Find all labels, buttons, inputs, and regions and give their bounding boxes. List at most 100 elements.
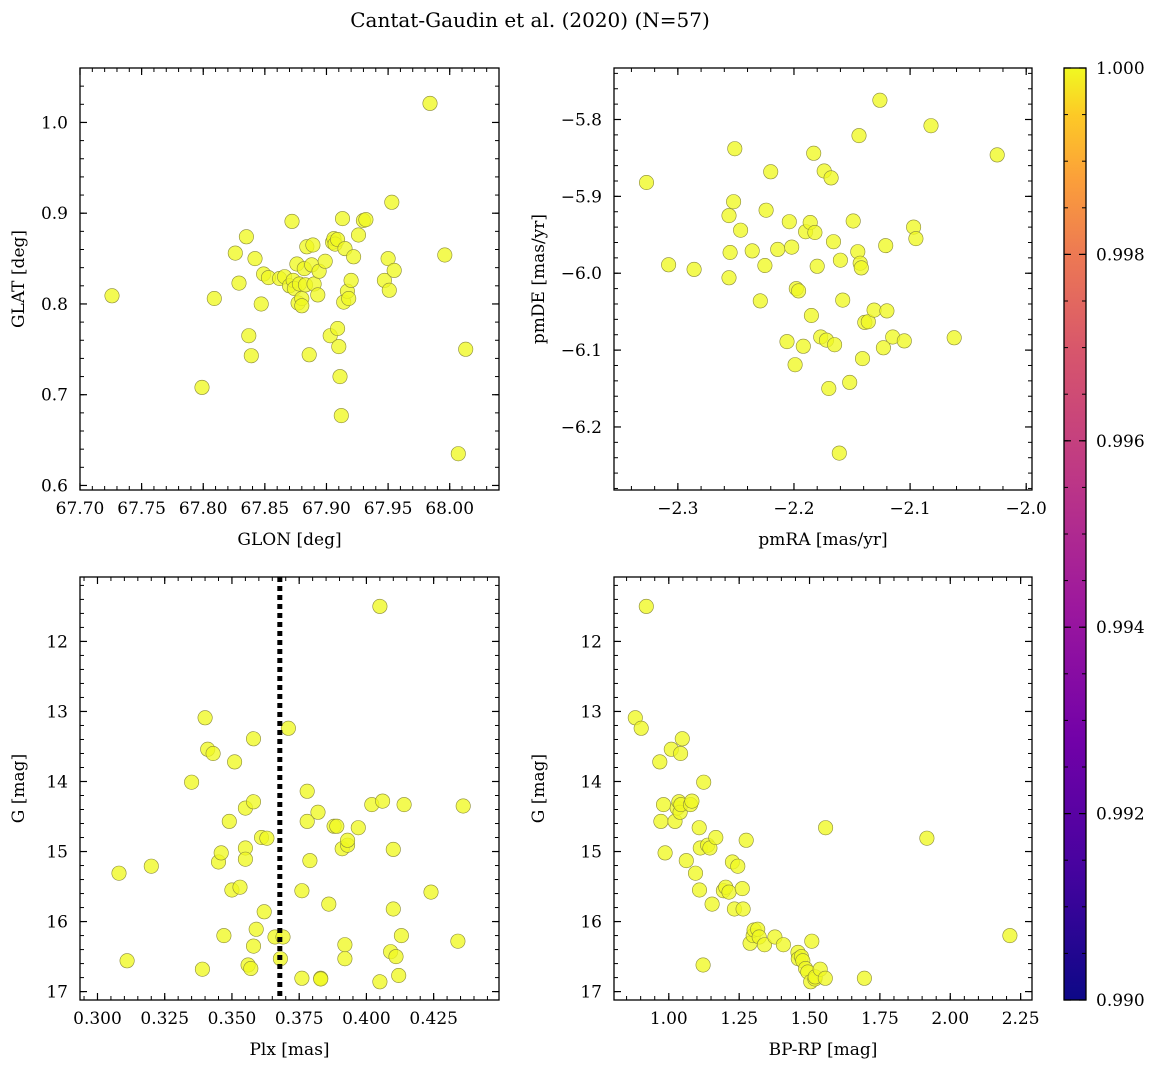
x-tick-label: −2.1 (889, 499, 930, 519)
data-point (375, 793, 391, 809)
data-point (896, 333, 912, 349)
x-axis-label: pmRA [mas/yr] (758, 530, 887, 550)
data-point (337, 951, 353, 967)
scatter-points (104, 95, 474, 462)
data-point (437, 247, 453, 263)
data-point (730, 858, 746, 874)
data-point (305, 237, 321, 253)
x-tick-label: 67.80 (179, 499, 228, 519)
data-point (878, 238, 894, 254)
x-axis-label: Plx [mas] (249, 1040, 329, 1060)
scatter-points (638, 92, 1005, 461)
data-point (657, 845, 673, 861)
data-point (721, 208, 737, 224)
data-point (310, 804, 326, 820)
data-point (946, 330, 962, 346)
data-point (341, 290, 357, 306)
data-point (704, 896, 720, 912)
data-point (450, 933, 466, 949)
data-point (757, 257, 773, 273)
data-point (795, 338, 811, 354)
colorbar-tick-label: 0.990 (1096, 991, 1145, 1011)
data-point (381, 282, 397, 298)
data-point (809, 258, 825, 274)
data-point (391, 967, 407, 983)
data-point (804, 933, 820, 949)
data-point (866, 302, 882, 318)
data-point (653, 813, 669, 829)
y-tick-label: 0.6 (41, 476, 68, 496)
x-tick-label: 67.70 (56, 499, 105, 519)
data-point (721, 270, 737, 286)
x-tick-label: 1.00 (650, 1009, 688, 1029)
data-point (299, 783, 315, 799)
data-point (384, 194, 400, 210)
data-point (758, 202, 774, 218)
y-tick-label: 13 (580, 702, 602, 722)
data-point (241, 328, 257, 344)
panel-plx-gmag: 0.300 0.325 0.350 0.375 0.400 0.425 12 13 14 15 16… (9, 576, 500, 1060)
data-point (721, 884, 737, 900)
data-point (686, 261, 702, 277)
x-tick-label: 67.90 (302, 499, 351, 519)
y-tick-label: 15 (46, 843, 68, 863)
data-point (332, 369, 348, 385)
x-tick-label: 0.425 (409, 1009, 458, 1029)
y-tick-label: 17 (580, 983, 602, 1003)
x-tick-label: −2.3 (657, 499, 698, 519)
data-point (331, 339, 347, 355)
data-point (756, 937, 772, 953)
data-point (696, 774, 712, 790)
data-point (825, 234, 841, 250)
data-point (284, 213, 300, 229)
panel-pmra-pmde: −2.3 −2.2 −2.1 −2.0 −6.2 −6.1 −6.0 −5.9 −5.8 pmRA… (529, 67, 1047, 550)
data-point (294, 970, 310, 986)
y-axis-label: G [mag] (529, 754, 549, 823)
y-tick-label: 0.7 (41, 386, 68, 406)
colorbar-tick-label: 0.992 (1096, 805, 1145, 825)
colorbar-tick-label: 1.000 (1096, 59, 1145, 79)
x-tick-label: 0.325 (140, 1009, 189, 1029)
y-tick-label: −6.1 (561, 341, 602, 361)
data-point (872, 92, 888, 108)
data-point (787, 357, 803, 373)
data-point (684, 793, 700, 809)
data-point (216, 928, 232, 944)
x-tick-label: 0.350 (208, 1009, 257, 1029)
data-point (329, 818, 345, 834)
data-point (247, 251, 263, 267)
y-tick-label: −5.9 (561, 187, 602, 207)
x-tick-label: 1.75 (861, 1009, 899, 1029)
colorbar: 0.990 0.992 0.994 0.996 0.998 1.000 (1063, 59, 1145, 1011)
data-point (184, 774, 200, 790)
data-point (652, 754, 668, 770)
data-point (246, 938, 262, 954)
data-point (854, 351, 870, 367)
data-point (817, 970, 833, 986)
ticks: 67.70 67.75 67.80 67.85 67.90 67.95 68.00 0.6 0.… (41, 67, 500, 519)
data-point (221, 813, 237, 829)
x-tick-label: 1.25 (720, 1009, 758, 1029)
data-point (638, 598, 654, 614)
x-tick-label: 67.95 (364, 499, 413, 519)
data-point (775, 937, 791, 953)
data-point (206, 290, 222, 306)
data-point (119, 953, 135, 969)
data-point (851, 128, 867, 144)
data-point (330, 320, 346, 336)
data-point (832, 252, 848, 268)
y-tick-label: 12 (580, 632, 602, 652)
data-point (770, 241, 786, 257)
y-tick-label: 14 (46, 772, 68, 792)
data-point (302, 853, 318, 869)
data-point (259, 830, 275, 846)
ticks: −2.3 −2.2 −2.1 −2.0 −6.2 −6.1 −6.0 −5.9 −5.8 (561, 68, 1047, 519)
data-point (194, 961, 210, 977)
data-point (908, 231, 924, 247)
data-point (238, 229, 254, 245)
y-axis-label: pmDE [mas/yr] (529, 214, 549, 344)
data-point (423, 884, 439, 900)
x-tick-label: −2.0 (1006, 499, 1047, 519)
data-point (781, 214, 797, 230)
data-point (299, 813, 315, 829)
